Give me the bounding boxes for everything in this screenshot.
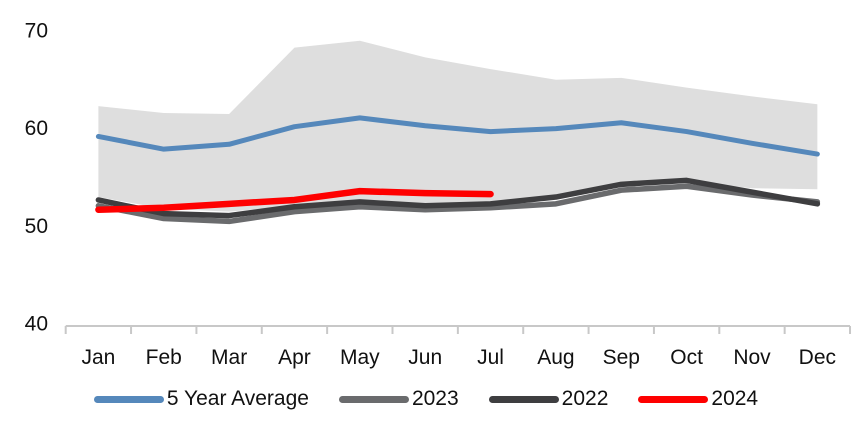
series-line-5-year-average <box>95 115 820 157</box>
legend-label-5-year-average: 5 Year Average <box>166 387 309 410</box>
x-axis-label: Apr <box>278 346 311 369</box>
x-axis-label: Dec <box>799 346 836 369</box>
legend-item-2024: 2024 <box>638 387 758 411</box>
x-axis-label: Jun <box>408 346 442 369</box>
legend-label-2022: 2022 <box>561 387 609 410</box>
legend-swatch-2024 <box>638 395 709 403</box>
y-axis-label: 70 <box>25 20 48 43</box>
legend-label-2024: 2024 <box>711 387 759 410</box>
legend-swatch-2023 <box>338 395 409 403</box>
x-axis-label: May <box>340 346 380 369</box>
series-line-2022 <box>95 177 821 219</box>
x-axis-label: Sep <box>603 346 640 369</box>
chart-canvas: 70 60 50 40 Jan Feb Mar Apr May Jun Jul Aug Sep Oct No… <box>25 20 852 369</box>
x-axis-label: Aug <box>537 346 574 369</box>
legend-item-5-year-average: 5 Year Average <box>93 387 309 411</box>
legend-item-2022: 2022 <box>488 387 609 411</box>
series-line-2023 <box>95 183 821 225</box>
series-line-2024 <box>95 187 494 213</box>
legend-swatch-2022 <box>488 395 559 403</box>
x-axis-label: Jan <box>81 346 115 369</box>
x-axis-label: Feb <box>146 346 182 369</box>
x-axis-label: Mar <box>211 346 247 369</box>
legend-label-2023: 2023 <box>411 387 459 410</box>
y-axis-label: 40 <box>25 313 48 336</box>
x-axis-label: Jul <box>477 346 504 369</box>
y-axis-label: 50 <box>25 215 48 238</box>
x-axis-label: Nov <box>733 346 771 369</box>
legend-swatch-5-year-average <box>93 395 164 403</box>
x-axis-label: Oct <box>670 346 703 369</box>
legend-item-2023: 2023 <box>338 387 459 411</box>
legend: 5 Year Average 2023 2022 2024 <box>0 374 852 424</box>
y-axis-label: 60 <box>25 117 48 140</box>
